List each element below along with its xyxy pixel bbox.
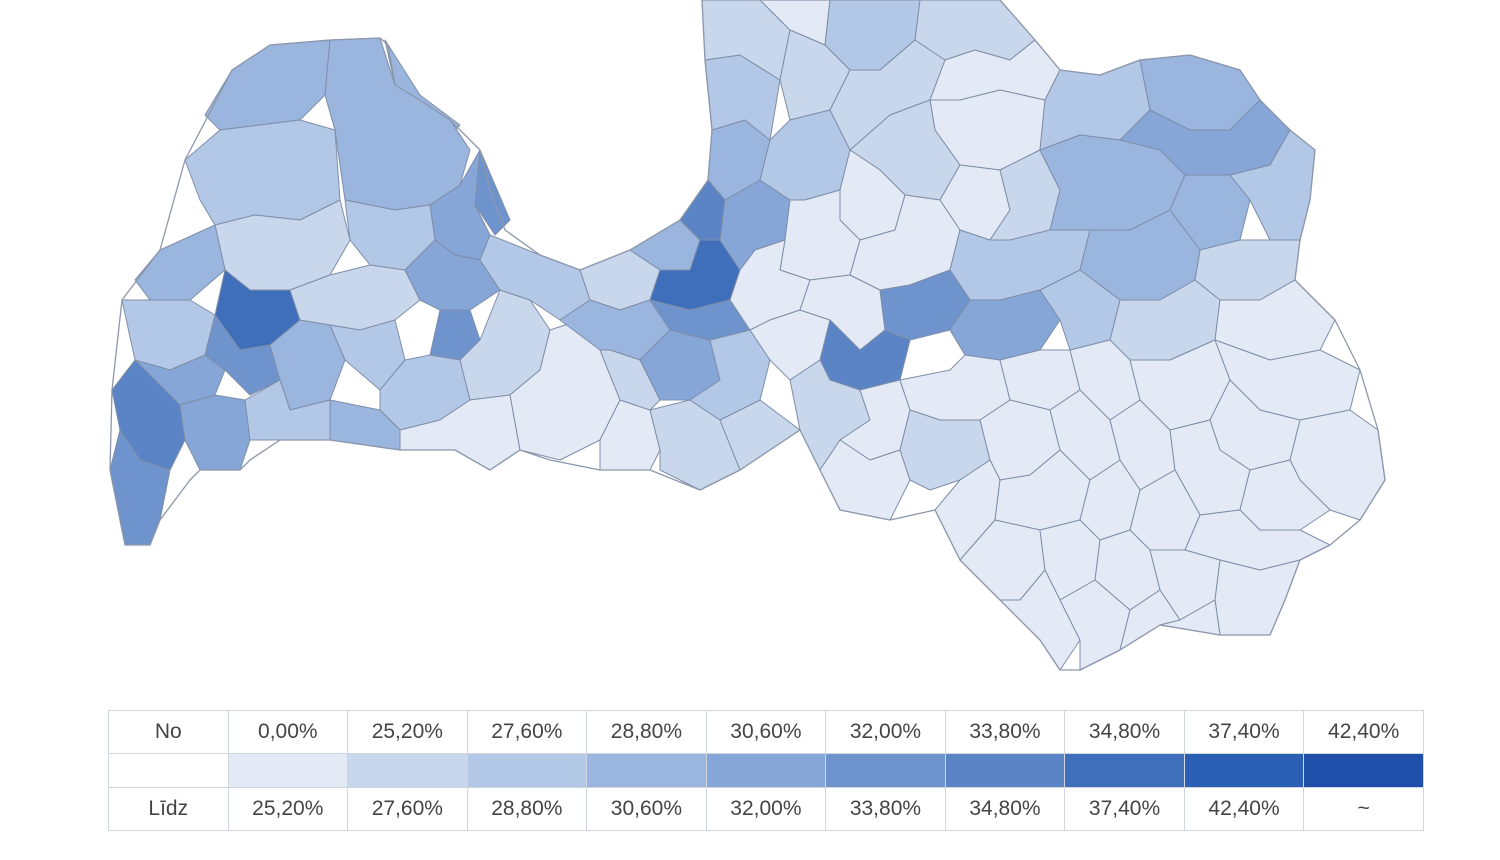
legend-from-value: 27,60% (466, 710, 588, 754)
country-outline (109, 0, 1386, 671)
legend-to-value: 25,20% (227, 787, 349, 831)
legend-swatch (1303, 753, 1424, 788)
legend-swatch (944, 753, 1066, 788)
legend-to-value: 33,80% (825, 787, 946, 831)
map-region (134, 224, 226, 301)
map-region (184, 119, 341, 226)
latvia-choropleth-map (109, 0, 1386, 671)
legend-to-value: 34,80% (944, 787, 1066, 831)
legend-row-swatches (108, 753, 1424, 788)
legend-to-value: 42,40% (1183, 787, 1305, 831)
legend-swatch (466, 753, 588, 788)
legend-swatch (1183, 753, 1305, 788)
map-regions (109, 0, 1386, 671)
map-region (179, 394, 251, 471)
legend-swatch (705, 753, 827, 788)
legend-from-value: 37,40% (1183, 710, 1305, 754)
legend-to-label: Līdz (108, 787, 229, 831)
legend-to-value: 28,80% (466, 787, 588, 831)
legend-to-value: 27,60% (347, 787, 468, 831)
legend-from-value: 28,80% (586, 710, 707, 754)
legend-swatch (586, 753, 707, 788)
map-region (204, 314, 281, 396)
legend-swatch (227, 753, 349, 788)
legend-row-from: No 0,00% 25,20% 27,60% 28,80% 30,60% 32,… (108, 710, 1424, 754)
legend-swatch (1064, 753, 1185, 788)
legend-swatch (347, 753, 468, 788)
legend-from-value: 33,80% (944, 710, 1066, 754)
legend-row-to: Līdz 25,20% 27,60% 28,80% 30,60% 32,00% … (108, 787, 1424, 831)
legend-to-value: ~ (1303, 787, 1424, 831)
legend-swatch (825, 753, 946, 788)
legend-from-label: No (108, 710, 229, 754)
legend-to-value: 30,60% (586, 787, 707, 831)
map-svg (109, 0, 1386, 671)
legend-from-value: 42,40% (1303, 710, 1424, 754)
map-region (899, 354, 1011, 421)
legend-to-value: 37,40% (1064, 787, 1185, 831)
legend-from-value: 30,60% (705, 710, 827, 754)
legend-from-value: 0,00% (227, 710, 349, 754)
legend-from-value: 34,80% (1064, 710, 1185, 754)
legend-to-value: 32,00% (705, 787, 827, 831)
map-region (1214, 559, 1301, 636)
legend-from-value: 32,00% (825, 710, 946, 754)
legend-from-value: 25,20% (347, 710, 468, 754)
legend-swatch-empty (108, 753, 229, 788)
legend-table: No 0,00% 25,20% 27,60% 28,80% 30,60% 32,… (108, 710, 1424, 831)
